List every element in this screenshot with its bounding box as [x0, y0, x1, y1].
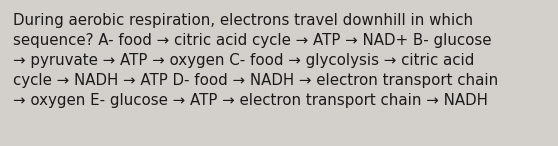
- Text: During aerobic respiration, electrons travel downhill in which
sequence? A- food: During aerobic respiration, electrons tr…: [13, 13, 498, 108]
